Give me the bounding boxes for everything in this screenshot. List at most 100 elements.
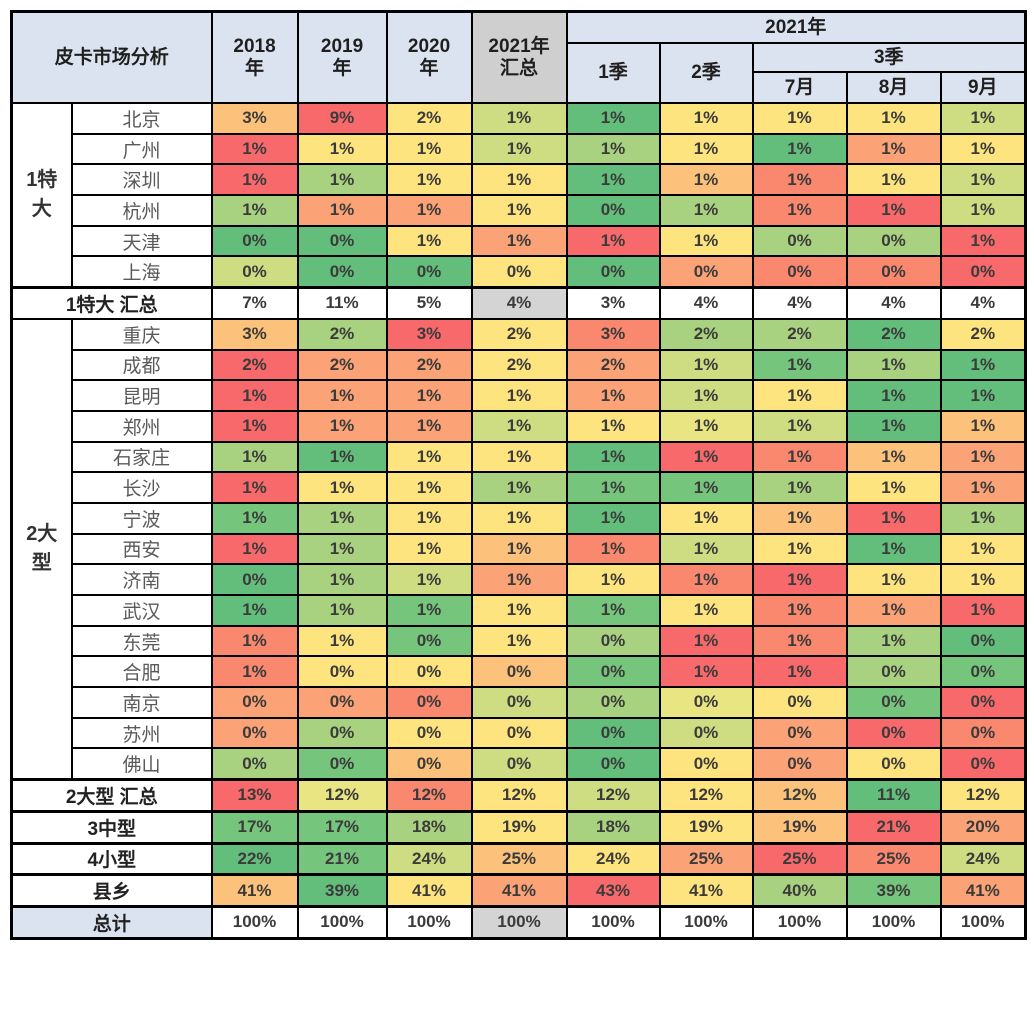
value-cell: 0% [210, 686, 299, 719]
city-label: 南京 [70, 686, 213, 719]
value-cell: 1% [565, 563, 661, 596]
city-label: 西安 [70, 532, 213, 566]
value-cell: 1% [470, 532, 568, 566]
value-cell: 0% [565, 624, 661, 658]
value-cell: 22% [210, 841, 299, 876]
value-cell: 0% [939, 686, 1027, 719]
summary-label: 2大型 汇总 [10, 778, 213, 813]
value-cell: 0% [939, 624, 1027, 658]
value-cell: 1% [658, 624, 754, 658]
value-cell: 39% [296, 873, 388, 908]
city-label: 石家庄 [70, 440, 213, 474]
city-label: 深圳 [70, 163, 213, 197]
city-label: 宁波 [70, 501, 213, 535]
value-cell: 0% [751, 686, 848, 719]
table-row: 深圳 1% 1% 1% 1% 1% 1% 1% 1% 1% [12, 163, 1027, 197]
value-cell: 41% [658, 873, 754, 908]
value-cell: 1% [751, 348, 848, 382]
table-row: 南京 0% 0% 0% 0% 0% 0% 0% 0% 0% [12, 686, 1027, 719]
value-cell: 0% [845, 255, 942, 289]
value-cell: 12% [939, 778, 1027, 813]
city-label: 苏州 [70, 716, 213, 750]
value-cell: 3% [565, 286, 661, 320]
value-cell: 1% [296, 379, 388, 412]
value-cell: 1% [385, 132, 473, 166]
col-header-sep: 9月 [939, 71, 1027, 104]
value-cell: 1% [658, 501, 754, 535]
value-cell: 1% [939, 594, 1027, 627]
table-row: 武汉 1% 1% 1% 1% 1% 1% 1% 1% 1% [12, 594, 1027, 627]
value-cell: 2% [565, 348, 661, 382]
value-cell: 0% [470, 686, 568, 719]
value-cell: 1% [658, 655, 754, 689]
value-cell: 5% [385, 286, 473, 320]
value-cell: 0% [470, 255, 568, 289]
value-cell: 1% [845, 471, 942, 504]
value-cell: 1% [939, 348, 1027, 382]
value-cell: 1% [470, 224, 568, 258]
summary-label: 1特大 汇总 [10, 286, 213, 320]
value-cell: 0% [751, 747, 848, 781]
value-cell: 0% [845, 716, 942, 750]
value-cell: 0% [296, 716, 388, 750]
value-cell: 3% [385, 317, 473, 351]
value-cell: 1% [385, 163, 473, 197]
value-cell: 1% [210, 624, 299, 658]
value-cell: 1% [845, 132, 942, 166]
value-cell: 24% [565, 841, 661, 876]
value-cell: 1% [751, 563, 848, 596]
city-label: 郑州 [70, 409, 213, 443]
value-cell: 4% [939, 286, 1027, 320]
table-row: 3中型 17% 17% 18% 19% 18% 19% 19% 21% 20% [10, 809, 1027, 844]
value-cell: 0% [658, 686, 754, 719]
value-cell: 4% [751, 286, 848, 320]
value-cell: 18% [565, 809, 661, 844]
value-cell: 12% [296, 778, 388, 813]
summary-label: 4小型 [10, 841, 213, 876]
value-cell: 1% [658, 224, 754, 258]
value-cell: 1% [845, 102, 942, 135]
value-cell: 0% [385, 255, 473, 289]
value-cell: 0% [296, 686, 388, 719]
table-row: 济南 0% 1% 1% 1% 1% 1% 1% 1% 1% [12, 563, 1027, 596]
value-cell: 0% [658, 747, 754, 781]
col-header-2021-total: 2021年 汇总 [470, 10, 568, 104]
value-cell: 1% [751, 132, 848, 166]
value-cell: 1% [565, 102, 661, 135]
value-cell: 0% [296, 747, 388, 781]
value-cell: 1% [210, 163, 299, 197]
value-cell: 2% [296, 348, 388, 382]
value-cell: 1% [845, 532, 942, 566]
value-cell: 1% [385, 224, 473, 258]
value-cell: 11% [296, 286, 388, 320]
value-cell: 0% [210, 224, 299, 258]
col-header-2018: 2018 年 [210, 10, 299, 104]
value-cell: 1% [565, 594, 661, 627]
value-cell: 4% [658, 286, 754, 320]
summary-label: 县乡 [10, 873, 213, 908]
value-cell: 0% [210, 716, 299, 750]
value-cell: 0% [565, 194, 661, 227]
value-cell: 1% [210, 471, 299, 504]
value-cell: 41% [470, 873, 568, 908]
col-header-2019: 2019 年 [296, 10, 388, 104]
value-cell: 2% [296, 317, 388, 351]
value-cell: 100% [565, 904, 661, 940]
value-cell: 100% [939, 904, 1027, 940]
col-header-q1: 1季 [565, 42, 661, 104]
city-label: 上海 [70, 255, 213, 289]
table-row: 合肥 1% 0% 0% 0% 0% 1% 1% 0% 0% [12, 655, 1027, 689]
value-cell: 2% [385, 348, 473, 382]
city-label: 杭州 [70, 194, 213, 227]
value-cell: 0% [210, 563, 299, 596]
value-cell: 2% [751, 317, 848, 351]
table-row: 2大 型重庆 3% 2% 3% 2% 3% 2% 2% 2% 2% [10, 317, 1027, 781]
value-cell: 100% [210, 904, 299, 940]
value-cell: 41% [385, 873, 473, 908]
value-cell: 1% [470, 409, 568, 443]
table-title: 皮卡市场分析 [10, 10, 213, 104]
value-cell: 1% [939, 102, 1027, 135]
value-cell: 1% [210, 440, 299, 474]
value-cell: 1% [751, 163, 848, 197]
value-cell: 1% [470, 132, 568, 166]
